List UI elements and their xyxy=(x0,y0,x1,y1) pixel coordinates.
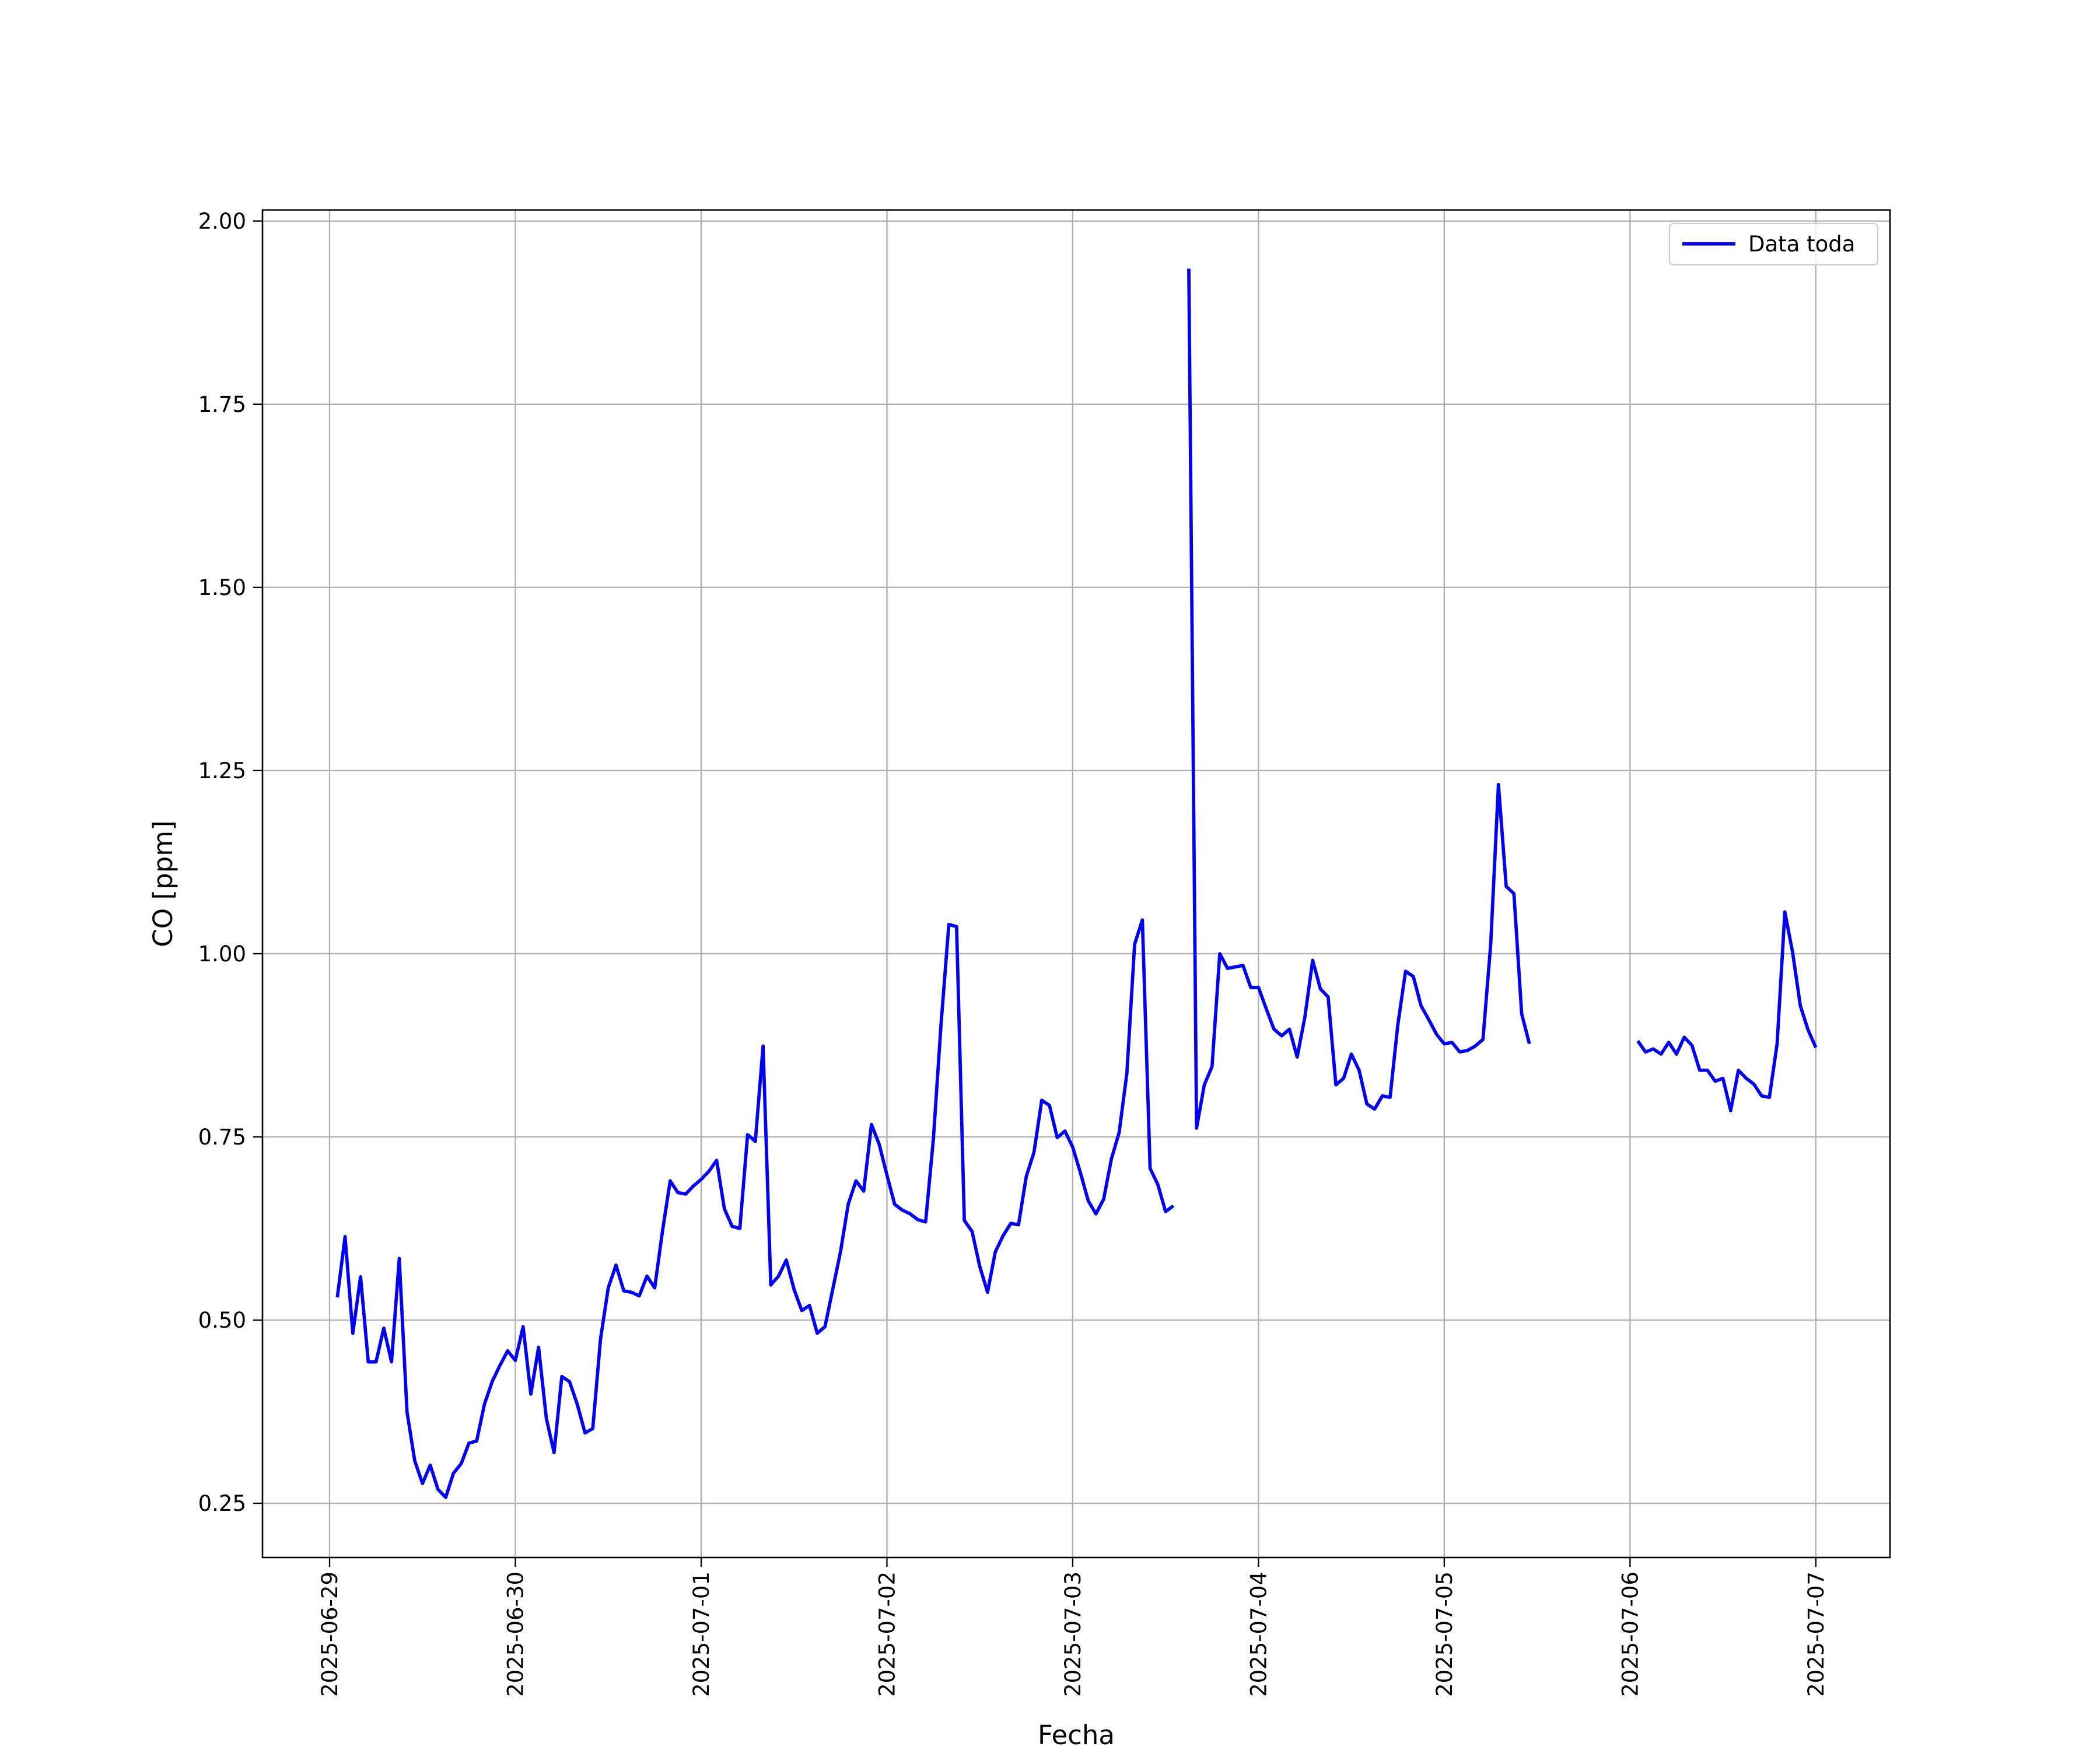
x-tick-label: 2025-07-02 xyxy=(874,1572,900,1697)
y-tick-label: 0.25 xyxy=(198,1491,246,1516)
y-tick-label: 2.00 xyxy=(198,209,246,234)
legend: Data toda xyxy=(1668,222,1879,266)
x-axis: 2025-06-29 2025-06-30 2025-07-01 2025-07-02… xyxy=(317,1558,1829,1697)
y-tick-label: 1.75 xyxy=(198,392,246,417)
legend-label: Data toda xyxy=(1748,232,1855,257)
y-tick-label: 1.25 xyxy=(198,758,246,783)
series-layer xyxy=(335,268,1818,1499)
x-tick-label: 2025-07-05 xyxy=(1432,1572,1457,1697)
y-tick-label: 1.50 xyxy=(198,575,246,600)
x-tick-label: 2025-07-07 xyxy=(1804,1572,1829,1697)
x-tick-label: 2025-06-30 xyxy=(503,1572,528,1697)
x-tick-label: 2025-07-06 xyxy=(1618,1572,1643,1697)
series-line-segment xyxy=(1636,910,1818,1112)
y-tick-label: 0.50 xyxy=(198,1308,246,1333)
grid xyxy=(262,210,1890,1558)
series-line-segment xyxy=(335,918,1175,1499)
plot-frame xyxy=(261,209,1891,1559)
x-tick-label: 2025-07-04 xyxy=(1246,1572,1271,1697)
y-tick-label: 1.00 xyxy=(198,942,246,967)
x-tick-label: 2025-07-01 xyxy=(689,1572,714,1697)
y-axis-label: CO [ppm] xyxy=(148,820,178,947)
y-axis: 0.25 0.50 0.75 1.00 1.25 1.50 1.75 2.00 xyxy=(198,209,262,1516)
x-tick-label: 2025-07-03 xyxy=(1060,1572,1086,1697)
y-tick-label: 0.75 xyxy=(198,1125,246,1150)
x-axis-label: Fecha xyxy=(1038,1720,1115,1750)
series-line-segment xyxy=(1187,268,1531,1130)
legend-box xyxy=(1668,222,1879,266)
x-tick-label: 2025-06-29 xyxy=(317,1572,342,1697)
